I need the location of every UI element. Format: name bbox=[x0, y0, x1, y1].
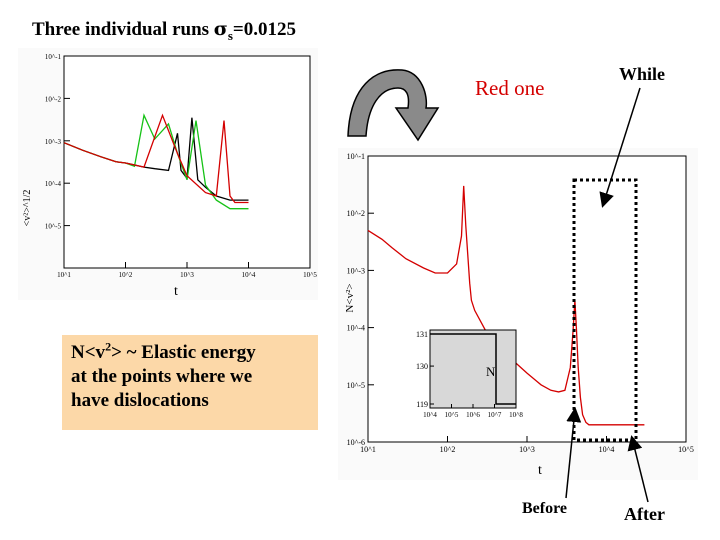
inset-ytick-label: 130 bbox=[416, 362, 428, 371]
large-chart: 10^1 10^2 10^3 10^4 10^5 10^-1 10^-2 10^-3 10^-4… bbox=[338, 148, 698, 480]
inset-ytick-label: 131 bbox=[416, 330, 428, 339]
large-chart-ytick-label: 10^-4 bbox=[347, 324, 365, 333]
note-line-2: at the points where we bbox=[71, 366, 253, 387]
inset-xtick-label: 10^4 bbox=[423, 411, 437, 419]
large-chart-inset: 10^4 10^5 10^6 10^7 10^8 131 130 119 N bbox=[416, 329, 523, 419]
label-while: While bbox=[619, 64, 666, 84]
large-chart-ytick-label: 10^-6 bbox=[347, 438, 365, 447]
label-before: Before bbox=[522, 500, 568, 517]
small-chart-series-line-2 bbox=[63, 113, 249, 204]
inset-xtick-label: 10^7 bbox=[488, 411, 502, 419]
large-chart-xtick-label: 10^1 bbox=[360, 445, 376, 454]
while-arrow bbox=[599, 87, 641, 208]
rotate-arrow-icon bbox=[347, 69, 440, 142]
small-chart-ytick-label: 10^-4 bbox=[45, 180, 62, 188]
inset-xtick-label: 10^8 bbox=[509, 411, 523, 419]
small-chart-ylabel: <v²>^1/2 bbox=[22, 190, 33, 227]
large-chart-series-line-0 bbox=[367, 185, 645, 426]
large-chart-ytick-label: 10^-3 bbox=[347, 266, 365, 275]
label-red-one: Red one bbox=[475, 76, 545, 100]
large-chart-xlabel: t bbox=[538, 463, 542, 478]
note-line-1: N<v2> ~ Elastic energy bbox=[71, 339, 256, 363]
inset-xtick-label: 10^6 bbox=[466, 411, 480, 419]
inset-step-line bbox=[430, 333, 516, 405]
small-chart-axes: 10^1 10^2 10^3 10^4 10^5 10^-1 10^-2 10^-3 10^-4… bbox=[45, 53, 318, 279]
small-chart-xtick-label: 10^1 bbox=[57, 271, 71, 279]
large-chart-ytick-label: 10^-5 bbox=[347, 381, 365, 390]
inset-ytick-label: 119 bbox=[416, 400, 428, 409]
large-chart-axes: 10^1 10^2 10^3 10^4 10^5 10^-1 10^-2 10^-3 10^-4… bbox=[347, 152, 694, 454]
inset-ylabel: N bbox=[486, 364, 496, 379]
small-chart-xlabel: t bbox=[174, 284, 178, 299]
large-chart-ytick-label: 10^-1 bbox=[347, 152, 365, 161]
large-chart-plot-frame bbox=[367, 155, 687, 443]
small-chart-xtick-label: 10^3 bbox=[180, 271, 194, 279]
small-chart-series bbox=[63, 113, 249, 210]
small-chart: 10^1 10^2 10^3 10^4 10^5 10^-1 10^-2 10^-3 10^-4… bbox=[18, 48, 318, 300]
small-chart-ytick-label: 10^-5 bbox=[45, 223, 62, 231]
small-chart-xtick-label: 10^4 bbox=[242, 271, 256, 279]
large-chart-series bbox=[367, 185, 645, 426]
small-chart-ytick-label: 10^-1 bbox=[45, 53, 62, 61]
large-chart-ytick-label: 10^-2 bbox=[347, 209, 365, 218]
inset-xtick-label: 10^5 bbox=[445, 411, 459, 419]
rotate-arrow-shape bbox=[347, 69, 440, 142]
note-line-3: have dislocations bbox=[71, 390, 209, 411]
slide-title: Three individual runs σs=0.0125 bbox=[32, 18, 296, 43]
after-arrow bbox=[627, 435, 649, 503]
small-chart-xtick-label: 10^5 bbox=[303, 271, 317, 279]
before-arrow bbox=[565, 407, 582, 499]
small-chart-xtick-label: 10^2 bbox=[119, 271, 133, 279]
large-chart-xtick-label: 10^5 bbox=[678, 445, 694, 454]
inset-axes: 10^4 10^5 10^6 10^7 10^8 131 130 119 bbox=[416, 330, 523, 419]
small-chart-ytick-label: 10^-2 bbox=[45, 95, 62, 103]
large-chart-xtick-label: 10^4 bbox=[599, 445, 615, 454]
large-chart-xtick-label: 10^2 bbox=[440, 445, 456, 454]
label-after: After bbox=[624, 504, 665, 524]
after-region-dashed-box bbox=[572, 178, 638, 442]
large-chart-ylabel: N<v²> bbox=[344, 283, 356, 312]
elastic-energy-note: N<v2> ~ Elastic energy at the points whe… bbox=[62, 335, 318, 430]
small-chart-ytick-label: 10^-3 bbox=[45, 138, 62, 146]
large-chart-xtick-label: 10^3 bbox=[519, 445, 535, 454]
